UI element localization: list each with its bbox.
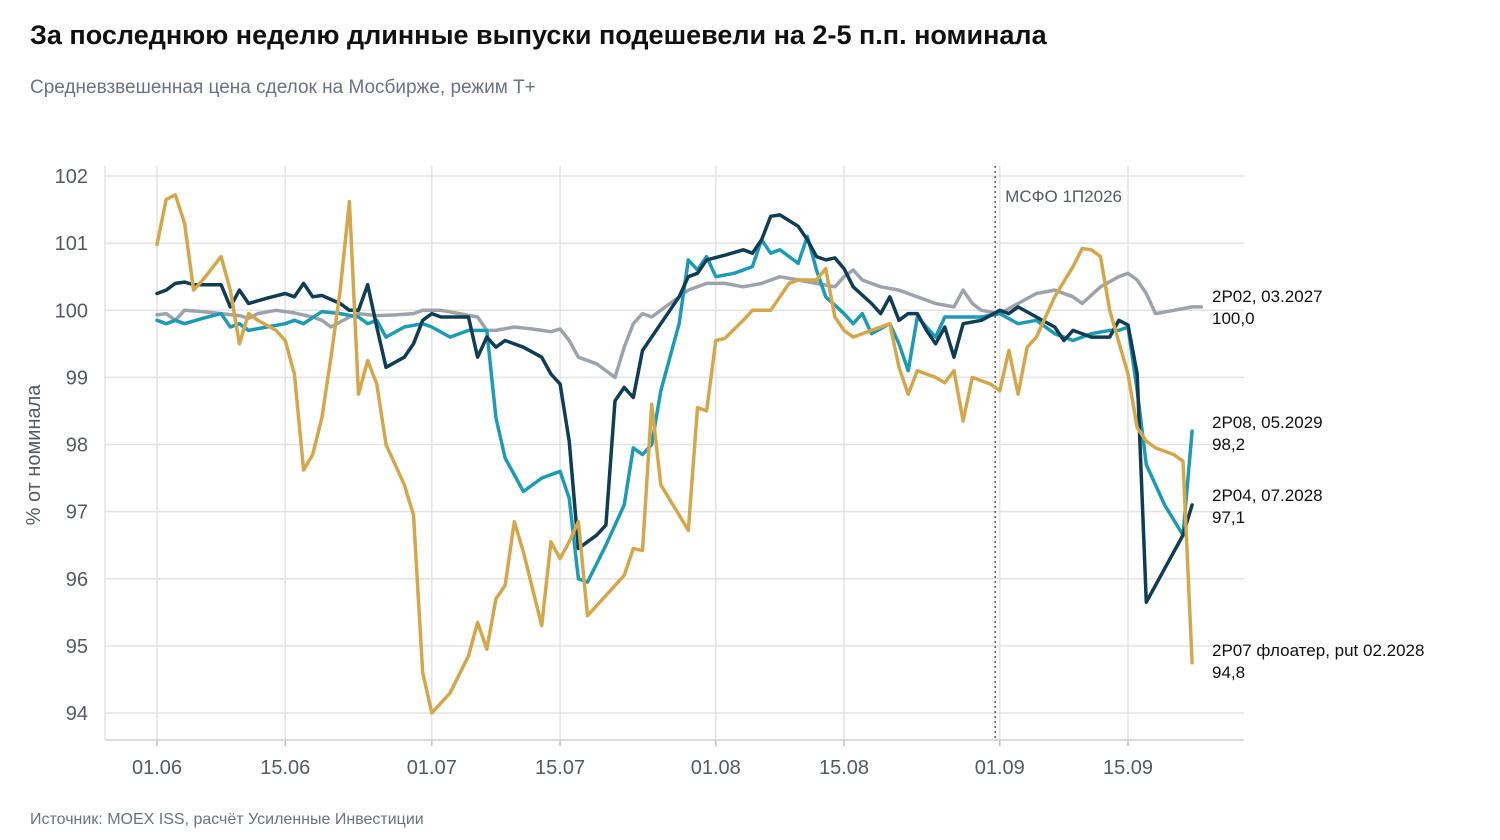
x-tick-label: 15.08	[819, 757, 869, 779]
series-group	[155, 193, 1204, 715]
end-label-value-3: 97,1	[1212, 508, 1245, 527]
y-tick-label: 99	[66, 367, 88, 389]
annotation-group: МСФО 1П2026	[994, 166, 1122, 740]
x-tick-label: 01.06	[132, 757, 182, 779]
chart-title: За последнюю неделю длинные выпуски поде…	[30, 20, 1047, 50]
y-tick-label: 96	[66, 569, 88, 591]
y-tick-label: 102	[55, 166, 88, 188]
grid	[105, 166, 1244, 740]
y-tick-label: 95	[66, 636, 88, 658]
end-labels: 2P02, 03.2027 100,0 2P08, 05.2029 98,2 2P04,…	[1212, 287, 1424, 682]
x-tick-label: 15.07	[535, 757, 585, 779]
series-line-3	[155, 213, 1194, 604]
series-line-1	[155, 268, 1204, 380]
y-tick-label: 94	[66, 703, 88, 725]
end-label-value-1: 100,0	[1212, 309, 1255, 328]
end-label-name-1: 2P02, 03.2027	[1212, 287, 1323, 306]
y-axis-label: % от номинала	[23, 384, 45, 526]
end-label-name-2: 2P08, 05.2029	[1212, 413, 1323, 432]
series-line-2	[155, 234, 1194, 584]
y-tick-label: 98	[66, 435, 88, 457]
x-tick-label: 01.07	[407, 757, 457, 779]
x-tick-label: 01.09	[975, 757, 1025, 779]
source-note: Источник: MOEX ISS, расчёт Усиленные Инв…	[30, 811, 424, 828]
x-tick-label: 01.08	[691, 757, 741, 779]
x-tick-label: 15.09	[1103, 757, 1153, 779]
end-label-name-3: 2P04, 07.2028	[1212, 486, 1323, 505]
end-label-value-2: 98,2	[1212, 435, 1245, 454]
end-label-value-4: 94,8	[1212, 663, 1245, 682]
end-label-name-4: 2P07 флоатер, put 02.2028	[1212, 641, 1424, 660]
y-tick-label: 100	[55, 300, 88, 322]
x-tick-label: 15.06	[260, 757, 310, 779]
series-line-4	[155, 193, 1194, 715]
y-tick-label: 101	[55, 233, 88, 255]
annotation-label: МСФО 1П2026	[1005, 187, 1122, 206]
axes: 94 95 96 97 98 99 100 101 102 01.06 15.06 01.07 15.0…	[55, 166, 1244, 779]
y-tick-label: 97	[66, 502, 88, 524]
chart-subtitle: Средневзвешенная цена сделок на Мосбирже…	[30, 77, 536, 98]
